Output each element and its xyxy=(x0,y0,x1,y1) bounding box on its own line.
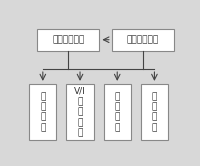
Text: 语
音
模
块: 语 音 模 块 xyxy=(115,92,120,132)
Text: 微控制器模块: 微控制器模块 xyxy=(52,35,85,44)
Bar xyxy=(37,29,99,51)
Bar xyxy=(29,84,56,140)
Bar xyxy=(66,84,94,140)
Text: V/I
转
换
模
块: V/I 转 换 模 块 xyxy=(74,87,86,137)
Bar xyxy=(141,84,168,140)
Text: 显
示
模
块: 显 示 模 块 xyxy=(40,92,46,132)
Bar xyxy=(104,84,131,140)
Text: 直流稳压电源: 直流稳压电源 xyxy=(127,35,159,44)
Text: 键
盘
模
块: 键 盘 模 块 xyxy=(152,92,157,132)
Bar xyxy=(112,29,174,51)
